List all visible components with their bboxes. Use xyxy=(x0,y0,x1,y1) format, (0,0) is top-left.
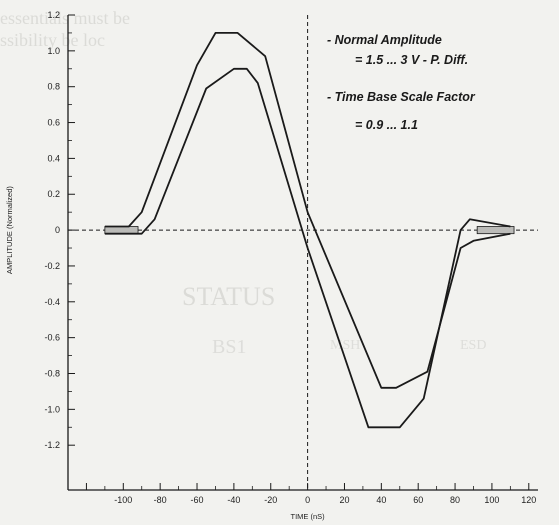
outer-envelope-line xyxy=(104,32,511,389)
x-tick-label: -60 xyxy=(191,495,204,505)
annotation-time-base: - Time Base Scale Factor xyxy=(327,90,475,104)
x-tick-label: -100 xyxy=(114,495,132,505)
x-tick-label: -40 xyxy=(227,495,240,505)
x-tick-label: 0 xyxy=(305,495,310,505)
y-tick-label: 0.2 xyxy=(47,189,60,199)
y-tick-label: -0.2 xyxy=(44,261,60,271)
x-axis-title: TIME (nS) xyxy=(291,512,326,521)
y-tick-label: -1.0 xyxy=(44,404,60,414)
annotation-time-base-value: = 0.9 ... 1.1 xyxy=(355,118,418,132)
annotation-amplitude-value: = 1.5 ... 3 V - P. Diff. xyxy=(355,53,469,67)
y-tick-label: 0.8 xyxy=(47,82,60,92)
y-tick-label: -1.2 xyxy=(44,440,60,450)
y-tick-label: 0.4 xyxy=(47,153,60,163)
x-tick-label: 60 xyxy=(413,495,423,505)
y-tick-label: 0.6 xyxy=(47,118,60,128)
x-tick-label: 80 xyxy=(450,495,460,505)
y-tick-label: 0 xyxy=(55,225,60,235)
x-tick-label: 20 xyxy=(339,495,349,505)
x-tick-label: 40 xyxy=(376,495,386,505)
y-tick-label: -0.8 xyxy=(44,368,60,378)
x-tick-label: -80 xyxy=(154,495,167,505)
y-tick-label: -0.6 xyxy=(44,333,60,343)
x-tick-label: -20 xyxy=(264,495,277,505)
y-tick-label: -0.4 xyxy=(44,297,60,307)
x-tick-label: 100 xyxy=(484,495,499,505)
baseline-tolerance-band-left xyxy=(104,226,139,235)
y-tick-label: 1.0 xyxy=(47,46,60,56)
x-tick-label: 120 xyxy=(521,495,536,505)
baseline-tolerance-band-right xyxy=(476,226,515,235)
annotation-normal-amplitude: - Normal Amplitude xyxy=(327,33,442,47)
inner-envelope-line xyxy=(104,67,511,429)
y-axis-title: AMPLITUDE (Normalized) xyxy=(5,186,14,274)
y-tick-label: 1.2 xyxy=(47,10,60,20)
